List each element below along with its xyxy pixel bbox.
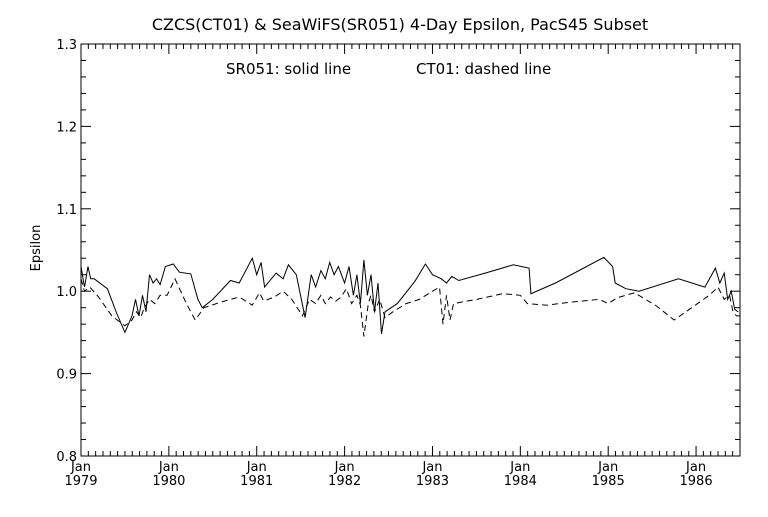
x-tick-month-label: Jan [421,460,442,475]
y-tick-label: 1.1 [56,203,77,218]
annotation-solid-line: SR051: solid line [226,60,351,78]
x-tick-month-label: Jan [597,460,618,475]
series-layer [80,256,740,337]
annotation-dashed-line: CT01: dashed line [416,60,551,78]
x-tick-month-label: Jan [70,460,91,475]
chart-title: CZCS(CT01) & SeaWiFS(SR051) 4-Day Epsilo… [152,15,648,34]
series-line-ct01 [80,277,740,337]
y-tick-label: 1.2 [56,120,77,135]
x-tick-year-label: 1985 [592,474,625,489]
x-tick-month-label: Jan [685,460,706,475]
x-tick-year-label: 1983 [416,474,449,489]
y-tick-label: 0.8 [56,450,77,465]
x-tick-month-label: Jan [246,460,267,475]
series-line-sr051 [80,256,739,335]
axes: 0.80.91.01.11.21.3Jan1979Jan1980Jan1981J… [56,38,740,489]
x-tick-month-label: Jan [158,460,179,475]
x-tick-year-label: 1984 [504,474,537,489]
y-tick-label: 1.0 [56,285,77,300]
x-tick-year-label: 1979 [64,474,97,489]
x-tick-month-label: Jan [509,460,530,475]
y-tick-label: 0.9 [56,368,77,383]
plot-frame [80,43,741,457]
x-tick-year-label: 1986 [680,474,713,489]
x-tick-year-label: 1981 [240,474,273,489]
x-tick-month-label: Jan [334,460,355,475]
y-tick-label: 1.3 [56,38,77,53]
x-tick-year-label: 1980 [152,474,185,489]
y-axis-label: Epsilon [29,225,44,272]
x-tick-year-label: 1982 [328,474,361,489]
